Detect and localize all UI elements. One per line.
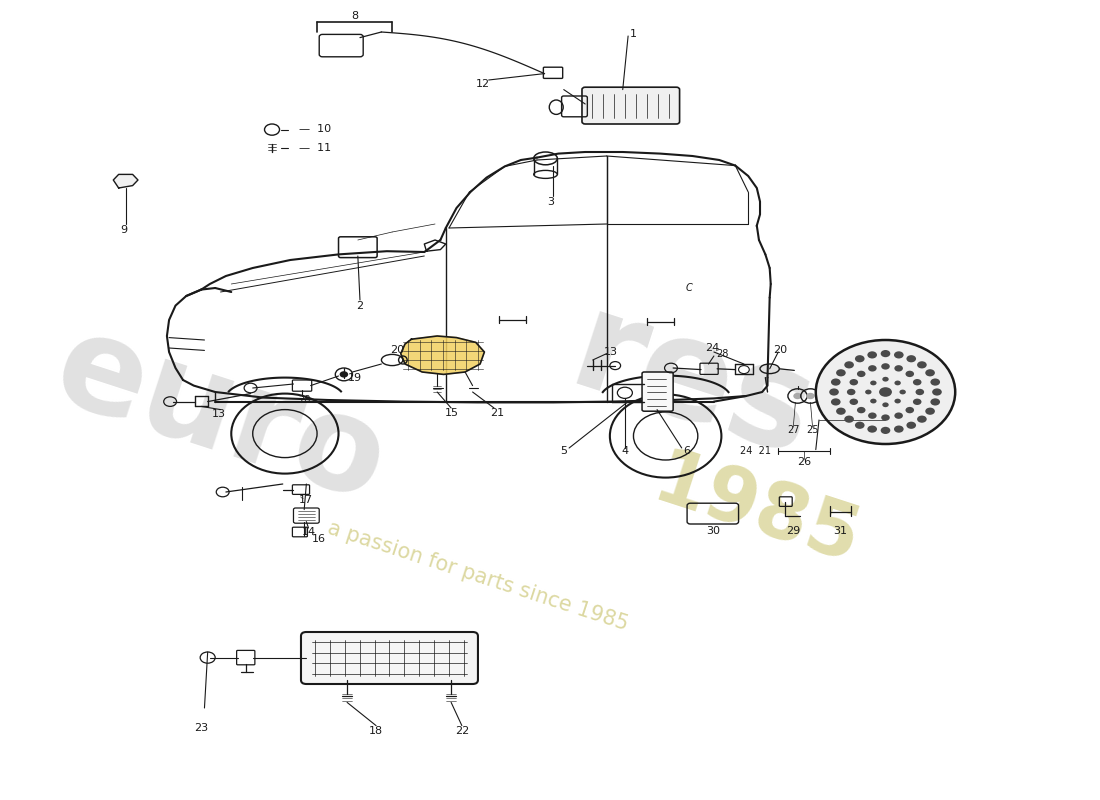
Circle shape xyxy=(830,398,840,406)
Circle shape xyxy=(905,407,914,414)
Circle shape xyxy=(868,413,877,419)
Text: 1985: 1985 xyxy=(645,444,869,580)
Circle shape xyxy=(913,379,922,386)
FancyBboxPatch shape xyxy=(301,632,477,684)
Text: 6: 6 xyxy=(683,446,691,456)
Circle shape xyxy=(829,388,839,396)
Circle shape xyxy=(882,377,889,382)
Circle shape xyxy=(793,393,802,399)
Circle shape xyxy=(816,340,955,444)
Circle shape xyxy=(340,371,349,378)
Circle shape xyxy=(849,379,858,386)
Circle shape xyxy=(881,363,890,370)
Text: —  10: — 10 xyxy=(299,124,331,134)
Circle shape xyxy=(830,378,840,386)
Text: —  11: — 11 xyxy=(299,143,331,153)
Text: 9: 9 xyxy=(121,226,128,235)
Text: 20: 20 xyxy=(390,346,405,355)
Circle shape xyxy=(870,381,877,386)
Text: 4: 4 xyxy=(621,446,628,456)
Circle shape xyxy=(894,413,903,419)
Circle shape xyxy=(894,426,903,433)
Circle shape xyxy=(879,387,892,397)
FancyBboxPatch shape xyxy=(642,372,673,411)
Circle shape xyxy=(867,426,877,433)
Text: 12: 12 xyxy=(476,79,491,89)
Circle shape xyxy=(894,381,901,386)
Text: a passion for parts since 1985: a passion for parts since 1985 xyxy=(326,518,630,634)
Circle shape xyxy=(906,355,916,362)
Text: 14: 14 xyxy=(301,527,316,537)
Text: 29: 29 xyxy=(786,526,801,536)
Circle shape xyxy=(913,398,922,405)
Text: 28: 28 xyxy=(716,349,728,358)
Circle shape xyxy=(881,426,890,434)
Polygon shape xyxy=(113,174,138,188)
Text: 26: 26 xyxy=(796,458,811,467)
Circle shape xyxy=(906,422,916,429)
Circle shape xyxy=(836,407,846,414)
Circle shape xyxy=(806,393,815,399)
Text: res: res xyxy=(554,282,830,486)
Text: 30: 30 xyxy=(706,526,719,536)
Circle shape xyxy=(836,369,846,376)
Circle shape xyxy=(855,422,865,429)
Text: 13: 13 xyxy=(211,409,226,418)
Circle shape xyxy=(931,398,940,406)
Text: 31: 31 xyxy=(834,526,847,536)
Text: 15: 15 xyxy=(446,408,459,418)
Text: 21: 21 xyxy=(491,408,504,418)
Circle shape xyxy=(857,370,866,377)
Circle shape xyxy=(917,415,926,422)
Circle shape xyxy=(865,390,871,394)
Circle shape xyxy=(900,390,906,394)
Circle shape xyxy=(845,415,854,422)
Text: 3: 3 xyxy=(548,197,554,206)
Polygon shape xyxy=(400,336,484,374)
Circle shape xyxy=(870,398,877,403)
Circle shape xyxy=(849,398,858,405)
Circle shape xyxy=(881,414,890,421)
Text: 20: 20 xyxy=(773,345,788,354)
Circle shape xyxy=(915,389,924,395)
Text: 1: 1 xyxy=(630,29,637,38)
Text: 25: 25 xyxy=(806,426,818,435)
Circle shape xyxy=(905,370,914,377)
Text: 23: 23 xyxy=(195,723,208,733)
Text: 28: 28 xyxy=(298,395,310,405)
Circle shape xyxy=(925,407,935,414)
Circle shape xyxy=(894,351,903,358)
Text: 5: 5 xyxy=(560,446,568,456)
Circle shape xyxy=(845,362,854,369)
Text: 13: 13 xyxy=(604,347,618,357)
Text: 8: 8 xyxy=(351,11,359,21)
Text: C: C xyxy=(686,283,693,293)
Text: 19: 19 xyxy=(348,373,362,382)
Circle shape xyxy=(867,351,877,358)
Circle shape xyxy=(855,355,865,362)
Circle shape xyxy=(925,369,935,376)
FancyBboxPatch shape xyxy=(582,87,680,124)
Circle shape xyxy=(847,389,856,395)
Text: euro: euro xyxy=(40,303,402,529)
Circle shape xyxy=(882,402,889,407)
Circle shape xyxy=(868,365,877,371)
Text: 16: 16 xyxy=(311,534,326,544)
Circle shape xyxy=(881,350,890,357)
Text: 22: 22 xyxy=(454,726,469,736)
Circle shape xyxy=(932,388,942,396)
Circle shape xyxy=(894,398,901,403)
Circle shape xyxy=(931,378,940,386)
Circle shape xyxy=(857,407,866,414)
Text: 18: 18 xyxy=(368,726,383,736)
Text: 24  21: 24 21 xyxy=(739,446,771,456)
Circle shape xyxy=(894,365,903,371)
Circle shape xyxy=(917,362,926,369)
Text: 27: 27 xyxy=(786,426,800,435)
Text: 24: 24 xyxy=(705,343,719,353)
Text: 2: 2 xyxy=(356,301,363,310)
Text: 17: 17 xyxy=(299,495,314,505)
